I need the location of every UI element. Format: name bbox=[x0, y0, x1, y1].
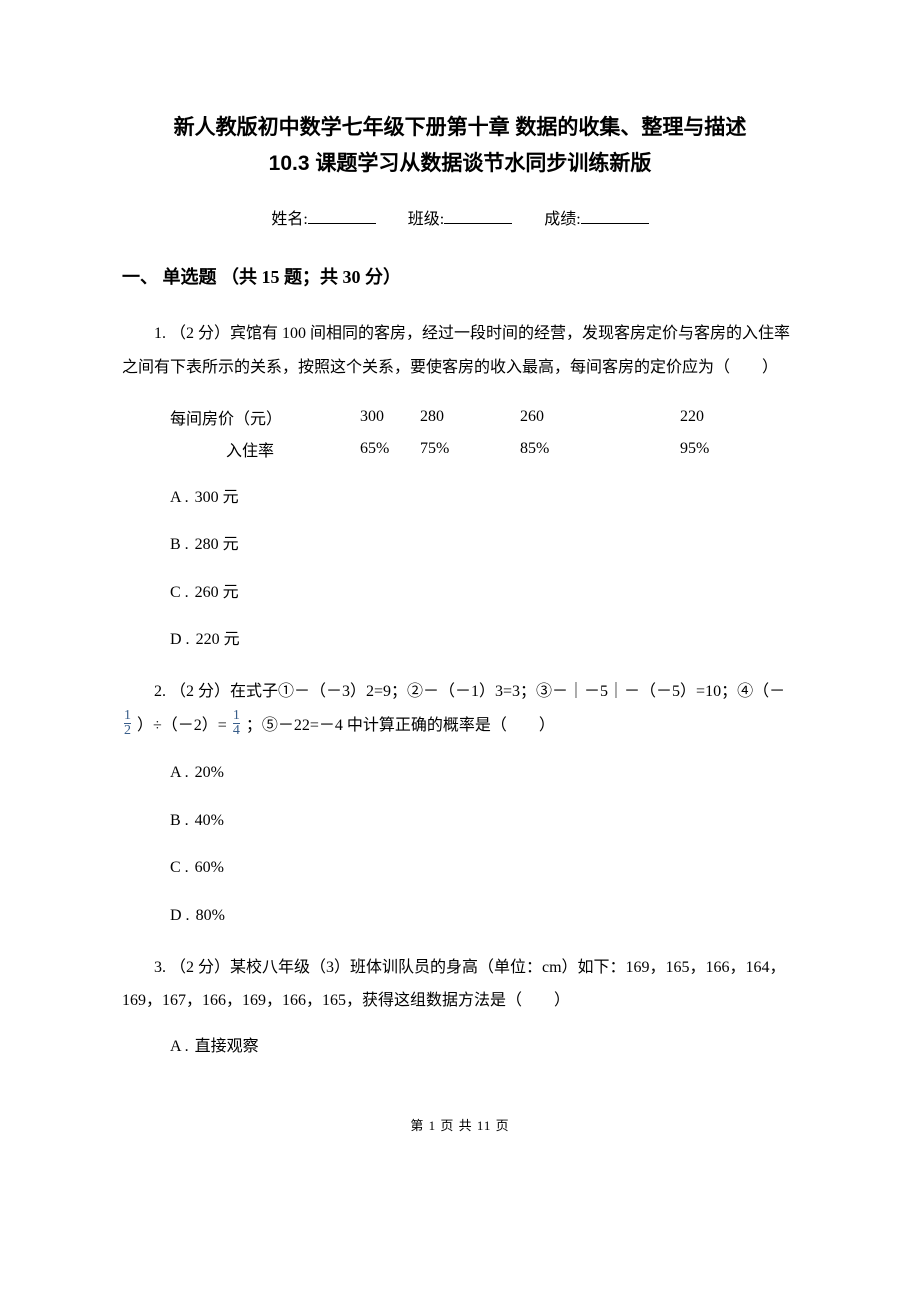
option-text: 300 元 bbox=[195, 489, 239, 506]
q1-option-b: B . 280 元 bbox=[170, 532, 798, 558]
form-line: 姓名: 班级: 成绩: bbox=[122, 205, 798, 229]
table-cell: 75% bbox=[420, 433, 520, 465]
table-cell: 280 bbox=[420, 401, 520, 433]
table-header-cell: 每间房价（元） bbox=[170, 401, 360, 433]
q2-option-c: C . 60% bbox=[170, 855, 798, 881]
name-blank bbox=[308, 223, 376, 224]
option-text: 220 元 bbox=[196, 631, 240, 648]
page-footer: 第 1 页 共 11 页 bbox=[122, 1115, 798, 1134]
q2-text: 2. （2 分）在式子①－（－3）2=9；②－（－1）3=3；③－｜－5｜－（－… bbox=[122, 675, 798, 742]
q1-table: 每间房价（元） 300 280 260 220 入住率 65% 75% 85% … bbox=[170, 401, 740, 465]
option-text: 40% bbox=[195, 812, 224, 829]
q2-option-b: B . 40% bbox=[170, 808, 798, 834]
table-row: 每间房价（元） 300 280 260 220 bbox=[170, 401, 740, 433]
q2-end: ；⑤－22=－4 中计算正确的概率是（ ） bbox=[242, 717, 555, 734]
section-header: 一、 单选题 （共 15 题；共 30 分） bbox=[122, 263, 798, 289]
name-label: 姓名: bbox=[271, 211, 307, 228]
option-text: 80% bbox=[196, 907, 225, 924]
q1-text: 1. （2 分）宾馆有 100 间相同的客房，经过一段时间的经营，发现客房定价与… bbox=[122, 317, 798, 384]
q2-mid: ）÷（－2）= bbox=[133, 717, 231, 734]
table-cell: 65% bbox=[360, 433, 420, 465]
q1-option-d: D . 220 元 bbox=[170, 627, 798, 653]
q2-option-a: A . 20% bbox=[170, 760, 798, 786]
title-sub: 10.3 课题学习从数据谈节水同步训练新版 bbox=[122, 146, 798, 182]
option-text: 直接观察 bbox=[195, 1038, 259, 1055]
table-cell: 95% bbox=[680, 433, 740, 465]
option-text: 60% bbox=[195, 859, 224, 876]
table-cell: 85% bbox=[520, 433, 680, 465]
table-row: 入住率 65% 75% 85% 95% bbox=[170, 433, 740, 465]
score-blank bbox=[581, 223, 649, 224]
fraction-icon: 14 bbox=[233, 709, 240, 739]
table-cell: 300 bbox=[360, 401, 420, 433]
title-main: 新人教版初中数学七年级下册第十章 数据的收集、整理与描述 bbox=[122, 110, 798, 146]
option-text: 20% bbox=[195, 764, 224, 781]
table-cell: 260 bbox=[520, 401, 680, 433]
class-blank bbox=[444, 223, 512, 224]
q3-option-a: A . 直接观察 bbox=[170, 1034, 798, 1060]
fraction-icon: 12 bbox=[124, 709, 131, 739]
class-label: 班级: bbox=[408, 211, 444, 228]
page-container: 新人教版初中数学七年级下册第十章 数据的收集、整理与描述 10.3 课题学习从数… bbox=[0, 0, 920, 1194]
table-cell: 220 bbox=[680, 401, 740, 433]
score-label: 成绩: bbox=[544, 211, 580, 228]
q3-text: 3. （2 分）某校八年级（3）班体训队员的身高（单位：cm）如下：169，16… bbox=[122, 951, 798, 1018]
q2-option-d: D . 80% bbox=[170, 903, 798, 929]
table-header-cell: 入住率 bbox=[170, 433, 360, 465]
q2-line1: 2. （2 分）在式子①－（－3）2=9；②－（－1）3=3；③－｜－5｜－（－… bbox=[154, 683, 785, 700]
option-text: 280 元 bbox=[195, 536, 239, 553]
option-text: 260 元 bbox=[195, 584, 239, 601]
q1-option-a: A . 300 元 bbox=[170, 485, 798, 511]
q1-option-c: C . 260 元 bbox=[170, 580, 798, 606]
